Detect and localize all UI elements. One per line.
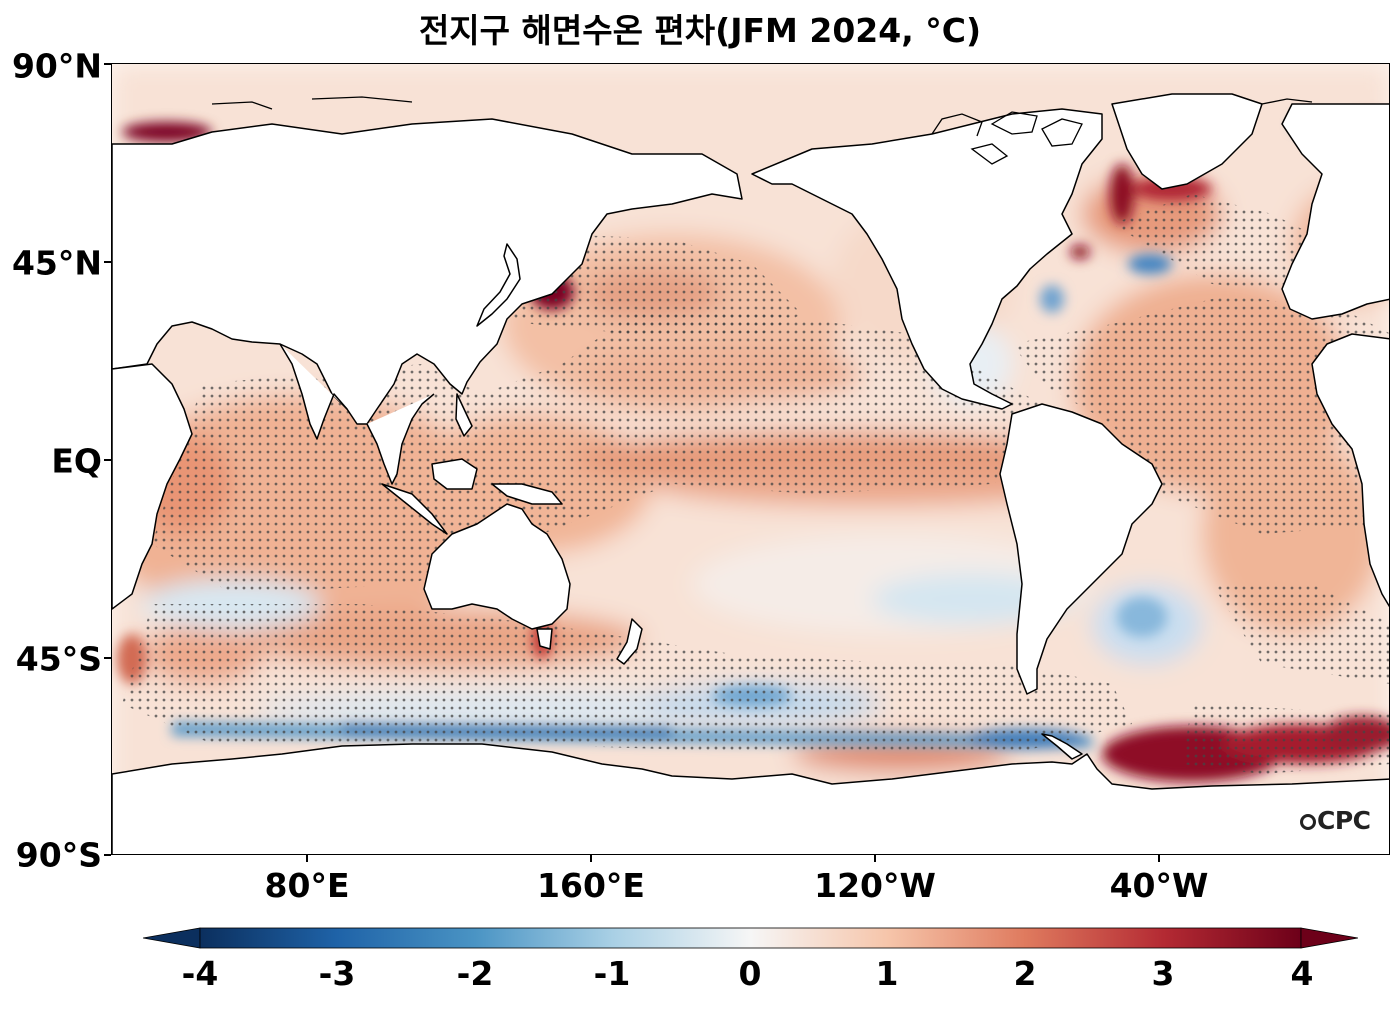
colorbar-tick-label: 1 [875, 954, 899, 993]
lat-label-90s: 90°S [15, 835, 102, 875]
colorbar-tick-label: -3 [318, 954, 356, 993]
cpc-logo-ring-icon [1300, 814, 1316, 830]
colorbar [142, 924, 1359, 952]
arctic-coastlines [211, 96, 1313, 165]
colorbar-tick-label: -2 [456, 954, 494, 993]
colorbar-gradient [199, 927, 1302, 949]
land-masses [112, 93, 1389, 854]
colorbar-max-extend-arrow [1300, 927, 1359, 949]
cpc-logo: CPC [1300, 806, 1371, 835]
colorbar-tick-label: -4 [181, 954, 219, 993]
lat-tick [104, 261, 111, 263]
colorbar-tick-label: 0 [738, 954, 762, 993]
map-title: 전지구 해면수온 편차(JFM 2024, °C) [418, 11, 982, 50]
antarctica-landmass [112, 743, 1389, 854]
europe-africa-landmass-right [1281, 103, 1389, 320]
lat-tick [104, 657, 111, 659]
colorbar-tick-label: 2 [1013, 954, 1037, 993]
lon-tick [874, 855, 876, 862]
lon-tick [590, 855, 592, 862]
greenland-landmass [1111, 93, 1263, 190]
lat-label-eq: EQ [51, 441, 102, 481]
sst-anomaly-map [111, 63, 1390, 855]
north-america-landmass [751, 108, 1103, 410]
lat-tick [104, 854, 111, 856]
cpc-logo-text: CPC [1317, 806, 1371, 835]
lon-tick [1158, 855, 1160, 862]
africa-landmass [112, 363, 193, 610]
lat-label-45n: 45°N [11, 243, 102, 283]
lat-tick [104, 459, 111, 461]
colorbar-tick-label: -1 [593, 954, 631, 993]
indochina-landmass [366, 393, 435, 485]
australia-landmass [423, 503, 571, 630]
lon-tick [306, 855, 308, 862]
lat-tick [104, 63, 111, 65]
eurasia-landmass [112, 118, 743, 425]
lat-label-90n: 90°N [11, 46, 102, 86]
lat-label-45s: 45°S [15, 639, 102, 679]
colorbar-svg [142, 927, 1359, 949]
lon-label-80e: 80°E [264, 866, 350, 905]
colorbar-min-extend-arrow [142, 927, 201, 949]
colorbar-tick-label: 3 [1151, 954, 1175, 993]
lon-label-160e: 160°E [537, 866, 645, 905]
south-america-landmass [999, 403, 1163, 695]
colorbar-tick-label: 4 [1290, 954, 1314, 993]
india-landmass [279, 343, 348, 440]
lon-label-120w: 120°W [814, 866, 936, 905]
map-canvas [112, 64, 1389, 854]
lon-label-40w: 40°W [1109, 866, 1209, 905]
